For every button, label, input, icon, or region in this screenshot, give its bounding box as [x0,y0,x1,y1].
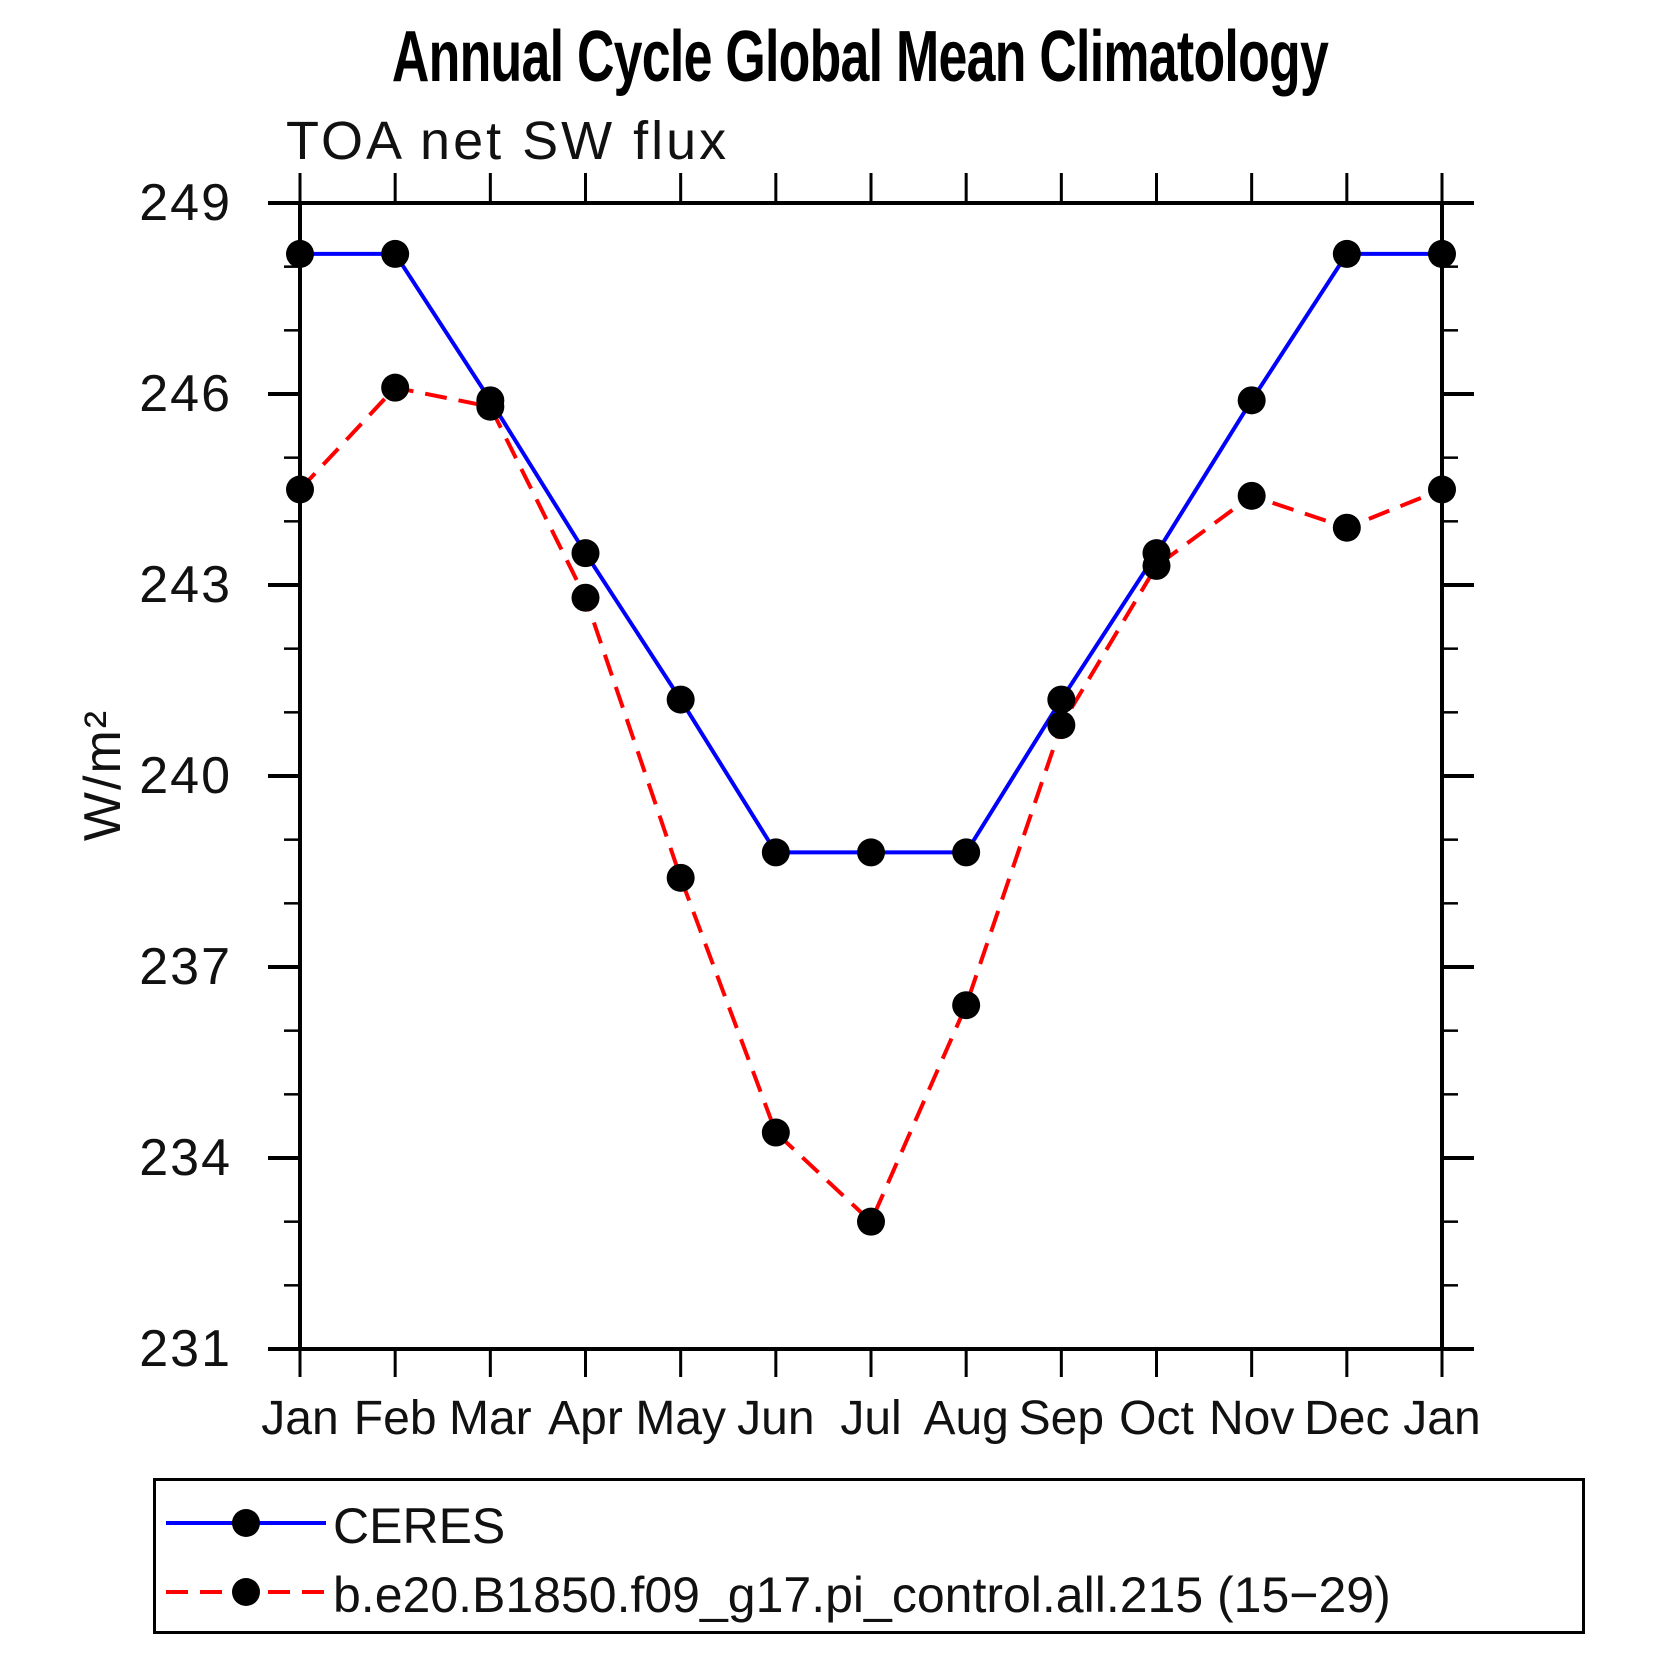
data-point-marker [381,239,410,268]
data-point-marker [571,583,600,612]
x-tick-label: Oct [1119,1392,1194,1445]
data-point-marker [1237,386,1266,415]
ceres-line [300,251,1442,855]
data-point-marker [1428,239,1456,268]
data-point-marker [666,863,695,892]
data-point-marker [1047,685,1076,714]
x-tick-label: May [635,1392,726,1445]
data-point-marker [857,838,885,867]
data-point-marker [571,539,600,568]
data-point-marker [1332,239,1361,268]
x-tick-label: Nov [1209,1392,1294,1445]
chart-subtitle: TOA net SW flux [286,111,730,171]
y-tick-label: 243 [139,556,232,614]
data-point-marker [286,239,314,268]
y-tick-label: 249 [139,174,232,232]
data-point-marker [761,838,790,867]
y-tick-label: 231 [139,1320,232,1378]
y-tick-label: 246 [139,365,232,423]
legend-label-ceres: CERES [333,1498,506,1554]
data-point-marker [1428,475,1456,504]
x-tick-label: Jun [737,1392,814,1445]
chart-title: Annual Cycle Global Mean Climatology [391,17,1329,97]
x-tick-label: Jan [1403,1392,1480,1445]
model-line [298,385,1443,1226]
data-point-marker [952,991,981,1020]
x-tick-label: Sep [1019,1392,1104,1445]
y-tick-label: 234 [139,1129,232,1187]
plot-frame [298,201,1444,1351]
data-point-marker [761,1118,790,1147]
y-tick-label: 240 [139,747,232,805]
data-point-marker [1332,513,1361,542]
x-tick-label: Jul [840,1392,901,1445]
legend: CERES b.e20.B1850.f09_g17.pi_control.all… [153,1478,1585,1634]
data-point-marker [1142,551,1171,580]
y-tick-label: 237 [139,938,232,996]
ceres-line-sample-icon [166,1509,326,1537]
x-tick-label: Aug [923,1392,1008,1445]
data-point-marker [857,1207,885,1236]
x-tick-label: Jan [261,1392,338,1445]
model-line-sample-icon [166,1578,326,1606]
x-tick-label: Feb [354,1392,437,1445]
data-point-marker [476,392,505,421]
data-point-marker [1237,481,1266,510]
legend-label-model: b.e20.B1850.f09_g17.pi_control.all.215 (… [333,1567,1391,1623]
x-tick-label: Apr [548,1392,623,1445]
data-point-marker [1047,711,1076,740]
x-tick-label: Dec [1304,1392,1389,1445]
data-point-marker [286,475,314,504]
data-point-marker [381,373,410,402]
data-point-marker [952,838,981,867]
data-point-marker [666,685,695,714]
x-tick-label: Mar [449,1392,532,1445]
